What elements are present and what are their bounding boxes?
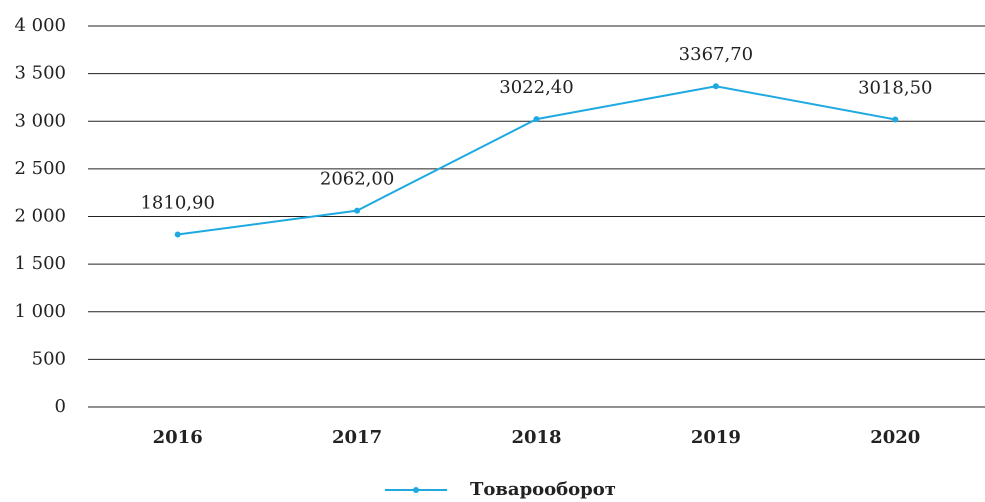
data-label: 2062,00 xyxy=(320,169,394,190)
y-tick-label: 3 500 xyxy=(14,63,66,84)
x-tick-label: 2020 xyxy=(870,427,920,448)
x-tick-label: 2016 xyxy=(153,427,203,448)
y-tick-label: 500 xyxy=(32,348,66,369)
data-label: 3022,40 xyxy=(499,77,573,98)
data-point xyxy=(712,83,719,90)
data-label: 1810,90 xyxy=(140,193,214,214)
data-point xyxy=(354,207,361,214)
legend-label: Товарооборот xyxy=(470,479,616,500)
legend-marker xyxy=(413,487,419,493)
data-point xyxy=(533,116,540,123)
y-tick-label: 0 xyxy=(55,396,66,417)
y-tick-label: 1 500 xyxy=(14,253,66,274)
y-tick-label: 3 000 xyxy=(14,110,66,131)
data-label: 3367,70 xyxy=(679,44,753,65)
x-tick-label: 2019 xyxy=(691,427,741,448)
series-line xyxy=(177,85,896,236)
data-point xyxy=(892,116,899,123)
data-point xyxy=(174,231,181,238)
y-tick-label: 2 500 xyxy=(14,158,66,179)
y-tick-label: 1 000 xyxy=(14,301,66,322)
x-tick-label: 2017 xyxy=(332,427,382,448)
data-label: 3018,50 xyxy=(858,77,932,98)
y-tick-label: 2 000 xyxy=(14,206,66,227)
y-tick-label: 4 000 xyxy=(14,15,66,36)
x-tick-label: 2018 xyxy=(511,427,561,448)
